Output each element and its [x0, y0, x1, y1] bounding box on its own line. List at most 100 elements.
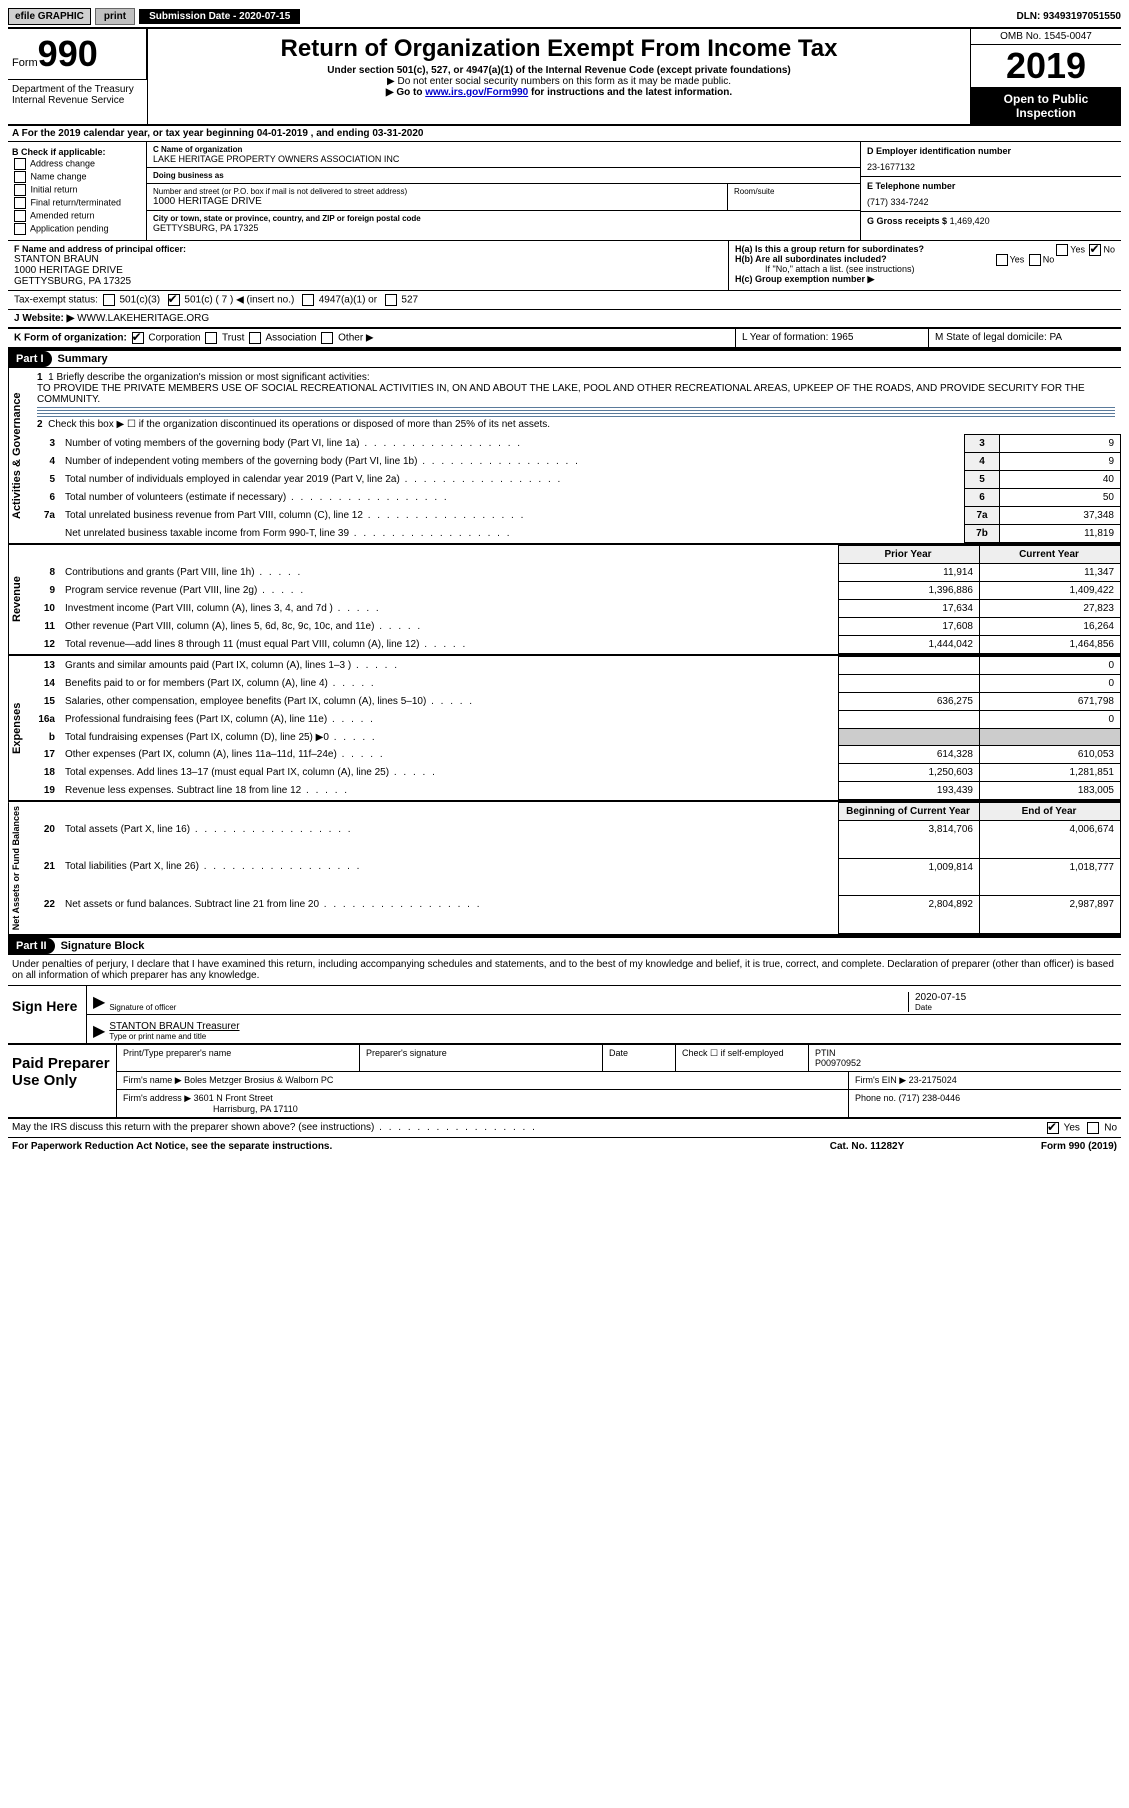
dept-treasury: Department of the Treasury Internal Reve…: [8, 79, 147, 110]
chk-amended[interactable]: [14, 210, 26, 222]
org-name: LAKE HERITAGE PROPERTY OWNERS ASSOCIATIO…: [153, 154, 854, 164]
top-bar: efile GRAPHIC print Submission Date - 20…: [8, 8, 1121, 25]
phone-value: (717) 334-7242: [867, 191, 1115, 207]
prep-date-label: Date: [603, 1045, 676, 1071]
addr-label: Number and street (or P.O. box if mail i…: [153, 187, 721, 196]
chk-corp[interactable]: [132, 332, 144, 344]
chk-527[interactable]: [385, 294, 397, 306]
chk-hb-yes[interactable]: [996, 254, 1008, 266]
firm-name-label: Firm's name ▶: [123, 1075, 182, 1085]
firm-phone-label: Phone no.: [855, 1093, 896, 1103]
firm-ein: 23-2175024: [909, 1075, 957, 1085]
chk-name[interactable]: [14, 171, 26, 183]
form-header: Form990 Department of the Treasury Inter…: [8, 29, 1121, 126]
ein-label: D Employer identification number: [867, 146, 1115, 156]
chk-address[interactable]: [14, 158, 26, 170]
sig-arrow-icon: ▶: [93, 992, 105, 1012]
chk-ha-yes[interactable]: [1056, 244, 1068, 256]
chk-initial[interactable]: [14, 184, 26, 196]
h-a: H(a) Is this a group return for subordin…: [735, 244, 1115, 254]
chk-assoc[interactable]: [249, 332, 261, 344]
dba-label: Doing business as: [153, 171, 854, 180]
row-a-tax-year: A For the 2019 calendar year, or tax yea…: [8, 126, 1121, 142]
table-row: 20Total assets (Part X, line 16)3,814,70…: [31, 821, 1121, 859]
q2-label: 2 Check this box ▶ ☐ if the organization…: [37, 419, 1115, 430]
part1-header: Part I: [8, 351, 52, 367]
firm-addr-label: Firm's address ▶: [123, 1093, 191, 1103]
tax-status-label: Tax-exempt status:: [14, 295, 98, 306]
chk-final[interactable]: [14, 197, 26, 209]
side-revenue: Revenue: [8, 545, 31, 654]
irs-link[interactable]: www.irs.gov/Form990: [425, 87, 528, 98]
firm-addr1: 3601 N Front Street: [194, 1093, 273, 1103]
col-prior: Prior Year: [839, 546, 980, 564]
table-row: 16aProfessional fundraising fees (Part I…: [31, 711, 1121, 729]
gross-label: G Gross receipts $: [867, 216, 947, 226]
subtitle-1: Under section 501(c), 527, or 4947(a)(1)…: [158, 65, 960, 76]
table-row: 12Total revenue—add lines 8 through 11 (…: [31, 636, 1121, 654]
gov-table: 3Number of voting members of the governi…: [31, 434, 1121, 543]
k-label: K Form of organization:: [14, 333, 127, 344]
table-row: 22Net assets or fund balances. Subtract …: [31, 896, 1121, 934]
part2-title: Signature Block: [61, 940, 145, 952]
officer-addr2: GETTYSBURG, PA 17325: [14, 276, 722, 287]
chk-hb-no[interactable]: [1029, 254, 1041, 266]
check-if-applicable: B Check if applicable: Address change Na…: [8, 142, 147, 240]
chk-trust[interactable]: [205, 332, 217, 344]
footer-note: For Paperwork Reduction Act Notice, see …: [8, 1137, 1121, 1155]
omb-number: OMB No. 1545-0047: [971, 29, 1121, 45]
sig-arrow-icon2: ▶: [93, 1021, 105, 1041]
sig-officer-caption: Signature of officer: [109, 1003, 908, 1012]
chk-discuss-yes[interactable]: [1047, 1122, 1059, 1134]
chk-ha-no[interactable]: [1089, 244, 1101, 256]
pra-notice: For Paperwork Reduction Act Notice, see …: [12, 1141, 767, 1152]
section-bcd: B Check if applicable: Address change Na…: [8, 142, 1121, 241]
exp-table: 13Grants and similar amounts paid (Part …: [31, 656, 1121, 800]
subtitle-2: ▶ Do not enter social security numbers o…: [158, 76, 960, 87]
discuss-row: May the IRS discuss this return with the…: [8, 1119, 1121, 1137]
part2-header: Part II: [8, 938, 55, 954]
table-row: 15Salaries, other compensation, employee…: [31, 693, 1121, 711]
org-info: C Name of organization LAKE HERITAGE PRO…: [147, 142, 860, 240]
rev-table: Prior Year Current Year 8Contributions a…: [31, 545, 1121, 654]
side-netassets: Net Assets or Fund Balances: [8, 802, 31, 934]
sign-here-label: Sign Here: [8, 986, 87, 1043]
submission-date: Submission Date - 2020-07-15: [139, 9, 300, 24]
row-k: K Form of organization: Corporation Trus…: [8, 329, 735, 347]
row-fh: F Name and address of principal officer:…: [8, 241, 1121, 291]
table-row: 9Program service revenue (Part VIII, lin…: [31, 582, 1121, 600]
chk-other[interactable]: [321, 332, 333, 344]
ptin-value: P00970952: [815, 1058, 1115, 1068]
net-table: Beginning of Current Year End of Year 20…: [31, 802, 1121, 934]
mission-text: TO PROVIDE THE PRIVATE MEMBERS USE OF SO…: [37, 383, 1115, 405]
chk-501c3[interactable]: [103, 294, 115, 306]
chk-discuss-no[interactable]: [1087, 1122, 1099, 1134]
subtitle-3: ▶ Go to www.irs.gov/Form990 for instruct…: [158, 87, 960, 98]
table-row: 8Contributions and grants (Part VIII, li…: [31, 564, 1121, 582]
table-row: bTotal fundraising expenses (Part IX, co…: [31, 729, 1121, 746]
dln-label: DLN: 93493197051550: [1016, 11, 1121, 22]
sig-name-title: STANTON BRAUN Treasurer: [109, 1021, 1115, 1032]
form-990: 990: [38, 33, 98, 74]
table-row: 21Total liabilities (Part X, line 26)1,0…: [31, 858, 1121, 896]
sign-here-block: Sign Here ▶ Signature of officer 2020-07…: [8, 986, 1121, 1045]
row-l: L Year of formation: 1965: [735, 329, 928, 347]
chk-pending[interactable]: [14, 223, 26, 235]
chk-501c[interactable]: [168, 294, 180, 306]
prep-name-label: Print/Type preparer's name: [117, 1045, 360, 1071]
chk-4947[interactable]: [302, 294, 314, 306]
table-row: 19Revenue less expenses. Subtract line 1…: [31, 782, 1121, 800]
room-label: Room/suite: [734, 187, 854, 196]
officer-label: F Name and address of principal officer:: [14, 244, 722, 254]
gross-value: 1,469,420: [950, 216, 990, 226]
check-b-header: B Check if applicable:: [12, 147, 142, 157]
officer-name: STANTON BRAUN: [14, 254, 722, 265]
print-button[interactable]: print: [95, 8, 135, 25]
tax-status-row: Tax-exempt status: 501(c)(3) 501(c) ( 7 …: [8, 291, 1121, 309]
table-row: 6Total number of volunteers (estimate if…: [31, 489, 1121, 507]
table-row: 7aTotal unrelated business revenue from …: [31, 507, 1121, 525]
row-m: M State of legal domicile: PA: [928, 329, 1121, 347]
table-row: 10Investment income (Part VIII, column (…: [31, 600, 1121, 618]
paid-preparer-label: Paid Preparer Use Only: [8, 1045, 117, 1117]
sig-name-caption: Type or print name and title: [109, 1032, 1115, 1041]
